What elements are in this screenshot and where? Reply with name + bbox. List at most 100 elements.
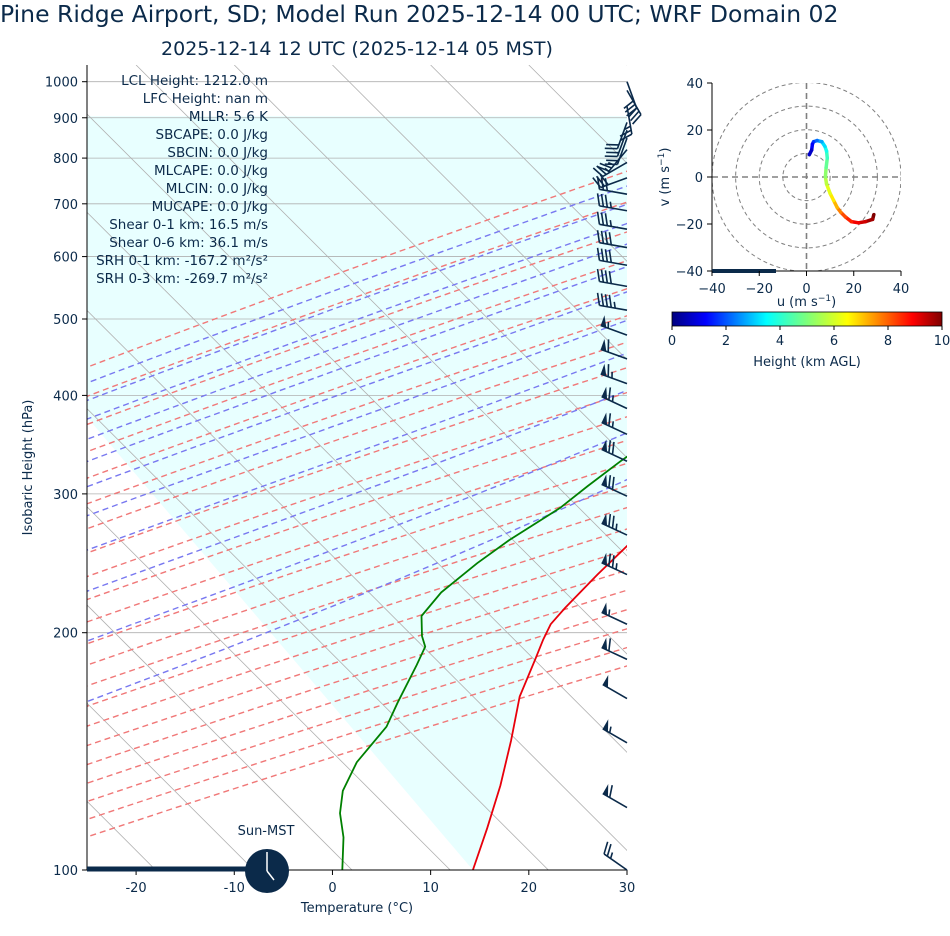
wind-barb [601, 513, 628, 536]
colorbar-tick-label: 10 [934, 334, 950, 349]
dewpoint-profile [339, 455, 627, 870]
wind-barb [596, 292, 628, 312]
stat-line: Shear 0-1 km: 16.5 m/s [109, 217, 268, 233]
stat-line: LFC Height: nan m [142, 91, 268, 107]
stat-line: LCL Height: 1212.0 m [121, 73, 268, 89]
temperature-profile [472, 544, 627, 870]
dry-adiabat [87, 485, 627, 666]
x-tick-label: 10 [422, 881, 439, 896]
hodo-y-tick-label: −40 [676, 265, 703, 280]
stat-line: SRH 0-1 km: -167.2 m²/s² [96, 253, 268, 269]
y-tick-label: 300 [53, 488, 78, 503]
y-tick-label: 600 [53, 251, 78, 266]
mixing-ratio-line [884, 65, 950, 257]
dry-adiabat [87, 506, 627, 687]
wind-barb [623, 81, 638, 117]
wind-barb [601, 412, 628, 436]
stat-line: SBCIN: 0.0 J/kg [167, 145, 268, 161]
colorbar-tick-label: 4 [776, 334, 784, 349]
isotherm [233, 65, 627, 459]
stat-line: MLCAPE: 0.0 J/kg [153, 163, 268, 179]
colorbar-tick-label: 8 [884, 334, 892, 349]
dry-adiabat [87, 439, 627, 623]
isotherm [626, 65, 627, 66]
y-tick-label: 200 [53, 627, 78, 642]
hodo-x-label: u (m s−1) [777, 294, 836, 310]
stat-line: MUCAPE: 0.0 J/kg [151, 199, 268, 215]
isotherm [87, 113, 627, 655]
hodo-y-tick-label: −20 [676, 218, 703, 233]
dry-adiabat [87, 170, 627, 368]
stat-line: SRH 0-3 km: -269.7 m²/s² [96, 271, 268, 287]
hodo-y-tick-label: 0 [695, 171, 703, 186]
hodograph-plot [712, 83, 901, 271]
wind-barb [604, 129, 628, 158]
height-colorbar [671, 311, 943, 327]
mixing-ratio-line [799, 65, 950, 257]
colorbar-tick-label: 2 [722, 334, 730, 349]
colorbar-tick-label: 0 [668, 334, 676, 349]
hodo-y-tick-label: 20 [686, 124, 703, 139]
stat-line: MLCIN: 0.0 J/kg [165, 181, 268, 197]
y-tick-label: 100 [53, 864, 78, 879]
colorbar-tick-label: 6 [830, 334, 838, 349]
wind-barb [602, 784, 628, 809]
x-tick-label: 30 [619, 881, 636, 896]
isotherm [332, 65, 627, 361]
dry-adiabat [87, 231, 627, 426]
wind-barb [601, 637, 628, 661]
wind-barb [601, 439, 628, 462]
hodo-x-tick-label: 40 [893, 282, 910, 297]
isotherm [87, 604, 353, 870]
wind-barb [601, 552, 628, 576]
moist-adiabat [87, 389, 627, 592]
wind-barb [600, 338, 628, 360]
hodo-y-label: v (m s−1) [657, 148, 673, 207]
y-tick-label: 500 [53, 313, 78, 328]
sounding-parameters: LCL Height: 1212.0 m LFC Height: nan m MLL… [90, 72, 268, 288]
hodo-y-tick-label: 40 [686, 77, 703, 92]
y-tick-label: 700 [53, 198, 78, 213]
colorbar-label: Height (km AGL) [753, 355, 861, 370]
isotherm [430, 65, 627, 262]
wind-barb [600, 315, 628, 336]
isotherm [87, 211, 627, 753]
wind-barb [602, 675, 628, 700]
y-tick-label: 900 [53, 112, 78, 127]
x-axis-label: Temperature (°C) [300, 901, 413, 916]
hodo-x-tick-label: 20 [845, 282, 862, 297]
mixing-ratio-line [720, 65, 950, 257]
hodo-segment [807, 148, 814, 157]
wind-barb [592, 174, 628, 189]
isotherm [87, 408, 549, 870]
clock-hand-hour [266, 870, 275, 881]
x-tick-label: 20 [521, 881, 538, 896]
y-tick-label: 800 [53, 152, 78, 167]
y-tick-label: 1000 [45, 76, 78, 91]
moist-adiabat [87, 432, 627, 642]
x-tick-label: -20 [125, 881, 146, 896]
isotherm [135, 65, 627, 557]
wind-barb [600, 363, 628, 385]
y-axis-label: Isobaric Height (hPa) [21, 400, 36, 536]
dry-adiabat [87, 462, 627, 645]
wind-barb [601, 474, 628, 497]
moist-adiabat [87, 478, 627, 703]
wind-barb [596, 193, 628, 212]
x-tick-label: -10 [224, 881, 245, 896]
clock-label: Sun-MST [238, 824, 295, 839]
isotherm [725, 65, 950, 870]
wind-barb [596, 268, 628, 288]
hodo-x-tick-label: −20 [746, 282, 773, 297]
stat-line: SBCAPE: 0.0 J/kg [155, 127, 268, 143]
wind-barb [604, 137, 628, 166]
wind-barb [602, 719, 628, 744]
wind-barb [596, 211, 628, 230]
moist-adiabat [87, 185, 627, 384]
wind-barb [603, 841, 628, 871]
wind-barb [596, 247, 628, 267]
moist-adiabat [87, 203, 627, 402]
wind-barb [601, 602, 628, 625]
hodo-x-tick-label: −40 [698, 282, 725, 297]
